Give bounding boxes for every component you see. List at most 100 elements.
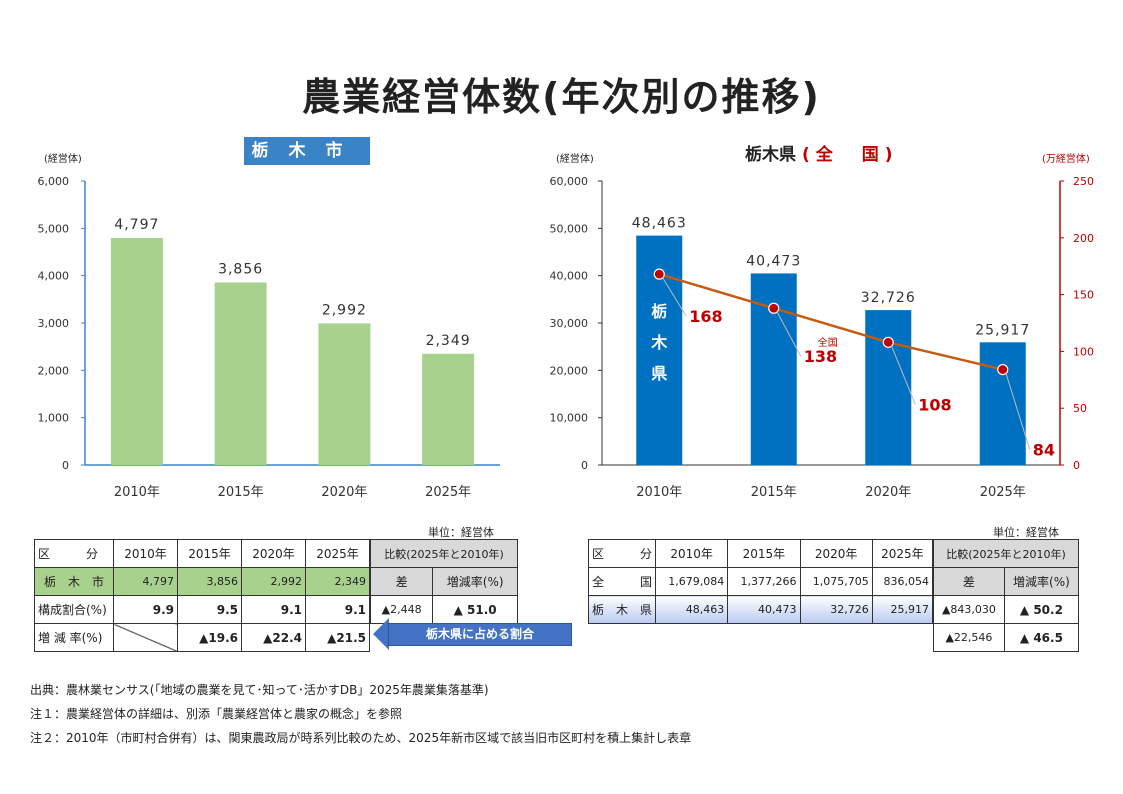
- right-y-tick-label-right: 100: [1073, 345, 1094, 358]
- right-table-header-2015: 2015年: [727, 539, 801, 568]
- left-x-tick-label: 2015年: [218, 485, 264, 500]
- right-row-value: 40,473: [727, 595, 801, 624]
- right-y-tick-label-left: 10,000: [550, 412, 589, 425]
- right-x-tick-label: 2015年: [751, 485, 797, 500]
- left-x-tick-label: 2025年: [425, 485, 471, 500]
- left-x-tick-label: 2020年: [321, 485, 367, 500]
- right-x-tick-label: 2025年: [980, 485, 1026, 500]
- left-chart: 0 1,000 2,000 3,000 4,000 5,000 6,000 4,797 2010…: [38, 175, 500, 500]
- left-y-tick-label: 3,000: [38, 317, 70, 330]
- right-compare-rate: ▲ 50.2: [1003, 595, 1080, 624]
- left-y-tick-label: 2,000: [38, 364, 70, 377]
- national-point: [768, 302, 780, 314]
- right-row-value: 48,463: [655, 595, 729, 624]
- right-y-tick-label-left: 40,000: [550, 270, 589, 283]
- national-point: [882, 336, 894, 348]
- left-y-unit: (経営体): [44, 154, 82, 165]
- right-bar-value-label: 25,917: [975, 322, 1030, 338]
- right-y-unit-right: (万経営体): [1042, 154, 1090, 165]
- right-compare-diff: ▲22,546: [933, 623, 1005, 652]
- left-y-tick-label: 1,000: [38, 412, 70, 425]
- left-row-value: ▲21.5: [305, 623, 370, 652]
- right-y-tick-label-right: 50: [1073, 402, 1087, 415]
- left-row-label: 増 減 率(%): [34, 623, 114, 652]
- left-table-header-2020: 2020年: [241, 539, 306, 568]
- right-y-tick-label-left: 20,000: [550, 364, 589, 377]
- left-row-value: 9.1: [241, 595, 306, 624]
- left-compare-rate: ▲ 51.0: [432, 595, 518, 624]
- right-table-header-2025: 2025年: [871, 539, 934, 568]
- national-value-label: 168: [689, 307, 722, 326]
- right-compare-diff-header: 差: [933, 567, 1005, 596]
- right-y-tick-label-left: 0: [581, 459, 588, 472]
- left-bar-value-label: 2,992: [322, 302, 367, 318]
- left-compare-rate-header: 増減率(%): [432, 567, 518, 596]
- page-title: 農業経営体数(年次別の推移): [302, 75, 821, 119]
- left-compare-table: 比較(2025年と2010年) 差 増減率(%) ▲2,448 ▲ 51.0: [369, 539, 518, 624]
- right-compare-rate-header: 増減率(%): [1003, 567, 1080, 596]
- left-row-value: ▲19.6: [177, 623, 242, 652]
- left-y-tick-label: 4,000: [38, 270, 70, 283]
- left-table-header-2025: 2025年: [305, 539, 370, 568]
- right-row-label: 栃 木 県: [587, 595, 657, 624]
- left-table-header-2015: 2015年: [177, 539, 242, 568]
- right-chart-title-main: 栃木県: [745, 145, 796, 165]
- left-bar-value-label: 3,856: [218, 261, 263, 277]
- left-table: 区 分 2010年 2015年 2020年 2025年 栃 木 市 4,797 …: [34, 539, 370, 652]
- right-row-value: 1,075,705: [799, 567, 873, 596]
- left-bar-value-label: 2,349: [426, 333, 471, 349]
- left-row-value: 2,992: [241, 567, 306, 596]
- right-row-value: 25,917: [871, 595, 934, 624]
- left-row-value: ▲22.4: [241, 623, 306, 652]
- right-table-header-2010: 2010年: [655, 539, 729, 568]
- right-compare-table: 比較(2025年と2010年) 差 増減率(%) ▲843,030 ▲ 50.2…: [933, 539, 1080, 652]
- left-y-tick-label: 6,000: [38, 175, 70, 188]
- right-y-tick-label-left: 50,000: [550, 222, 589, 235]
- right-row-label: 全 国: [587, 567, 657, 596]
- right-compare-diff: ▲843,030: [933, 595, 1005, 624]
- national-line: [658, 272, 1004, 371]
- right-compare-rate: ▲ 46.5: [1003, 623, 1080, 652]
- arrow-head: [373, 618, 389, 650]
- right-table-unit: 単位：経営体: [993, 526, 1059, 539]
- left-table-header-2010: 2010年: [113, 539, 178, 568]
- left-y-tick-label: 5,000: [38, 222, 70, 235]
- right-chart: 0 10,000 20,000 30,000 40,000 50,000 60,000 0 50…: [550, 175, 1095, 500]
- right-x-tick-label: 2010年: [636, 485, 682, 500]
- national-point: [997, 363, 1009, 376]
- left-y-tick-label: 0: [62, 459, 69, 472]
- left-bar: [110, 237, 163, 465]
- diagonal-cell: [113, 623, 178, 652]
- left-row-value: 2,349: [305, 567, 370, 596]
- right-bar-inner-label: 県: [651, 364, 667, 383]
- share-arrow-label: 栃木県に占める割合: [388, 623, 572, 646]
- national-value-label: 108: [918, 395, 951, 414]
- national-value-label: 84: [1033, 441, 1055, 460]
- right-y-tick-label-left: 60,000: [550, 175, 589, 188]
- right-row-value: 1,679,084: [655, 567, 729, 596]
- right-table-header-2020: 2020年: [799, 539, 873, 568]
- right-table-header-category: 区 分: [587, 539, 657, 568]
- left-bar-value-label: 4,797: [114, 217, 159, 233]
- right-row-value: 1,377,266: [727, 567, 801, 596]
- left-row-value: 3,856: [177, 567, 242, 596]
- left-table-header-category: 区 分: [34, 539, 114, 568]
- left-row-value: 4,797: [113, 567, 178, 596]
- national-leader-line: [890, 345, 916, 405]
- national-leader-line: [661, 276, 687, 317]
- right-compare-header: 比較(2025年と2010年): [933, 539, 1079, 568]
- right-bar: [865, 310, 912, 465]
- right-y-tick-label-right: 0: [1073, 459, 1080, 472]
- right-table: 区 分 2010年 2015年 2020年 2025年 全 国 1,679,08…: [587, 539, 934, 624]
- left-row-label: 栃 木 市: [34, 567, 114, 596]
- right-bar-inner-label: 栃: [651, 302, 667, 321]
- left-row-label: 構成割合(%): [34, 595, 114, 624]
- national-point: [653, 268, 665, 280]
- right-x-tick-label: 2020年: [865, 485, 911, 500]
- right-chart-title: 栃木県 (全 国): [745, 140, 945, 165]
- left-table-unit: 単位：経営体: [428, 526, 494, 539]
- left-row-value: 9.5: [177, 595, 242, 624]
- right-bar-value-label: 48,463: [632, 216, 687, 232]
- national-value-label: 138: [804, 347, 837, 366]
- national-series-label: 全国: [818, 336, 838, 349]
